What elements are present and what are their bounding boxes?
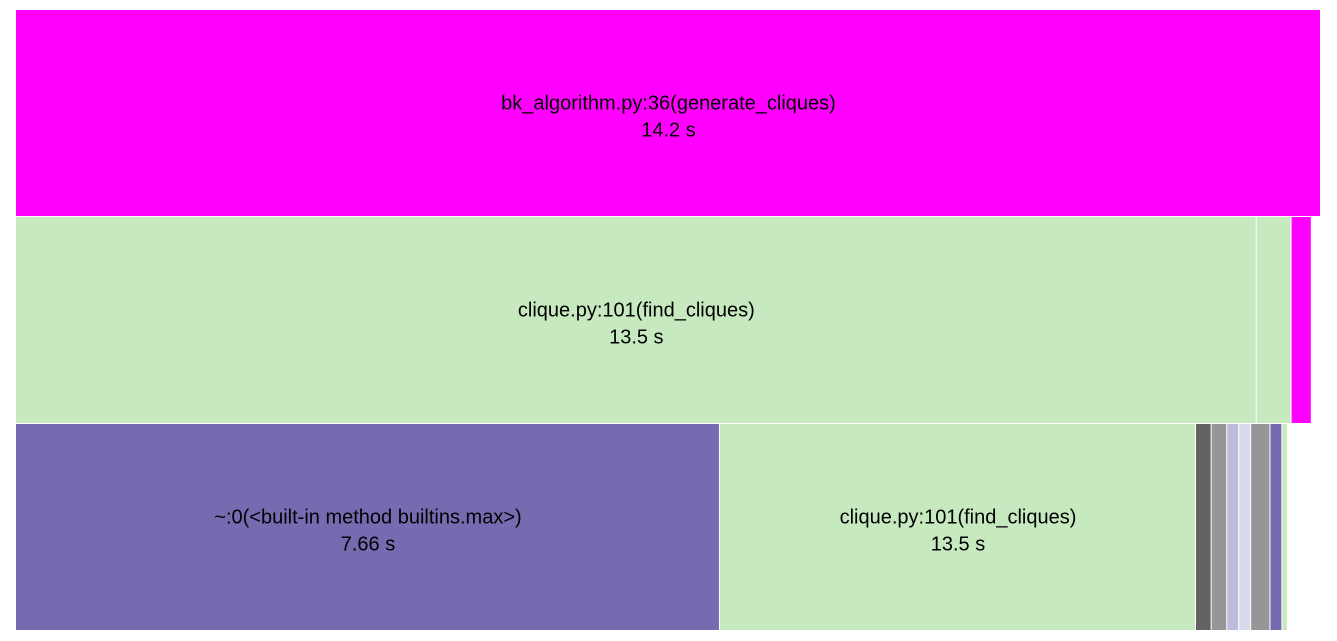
icicle-node[interactable]: clique.py:101(find_cliques) 13.5 s [719,424,1196,630]
node-label: clique.py:101(find_cliques) [518,300,755,322]
node-label: clique.py:101(find_cliques) [840,507,1077,529]
node-rect[interactable] [16,217,1256,423]
node-label: ~:0(<built-in method builtins.max>) [214,507,521,529]
icicle-node[interactable]: bk_algorithm.py:36(generate_cliques) 14.2… [16,10,1320,216]
icicle-node[interactable] [1211,424,1227,630]
node-label: bk_algorithm.py:36(generate_cliques) [501,93,836,115]
node-rect[interactable] [16,10,1320,216]
node-time: 14.2 s [641,120,695,142]
icicle-node[interactable] [1270,424,1282,630]
node-time: 13.5 s [609,327,663,349]
icicle-node[interactable] [1196,424,1211,630]
node-rect[interactable] [1251,424,1270,630]
node-time: 7.66 s [341,534,395,556]
node-rect[interactable] [1211,424,1227,630]
node-rect[interactable] [719,424,1196,630]
icicle-node[interactable] [1227,424,1239,630]
icicle-node[interactable] [1282,424,1287,630]
icicle-node[interactable]: ~:0(<built-in method builtins.max>) 7.66 … [16,424,719,630]
node-rect[interactable] [1239,424,1251,630]
icicle-node[interactable] [1251,424,1270,630]
node-rect[interactable] [1227,424,1239,630]
icicle-node[interactable] [1239,424,1251,630]
node-rect[interactable] [1256,217,1291,423]
node-rect[interactable] [16,424,719,630]
node-rect[interactable] [1196,424,1211,630]
node-time: 13.5 s [931,534,985,556]
icicle-node[interactable] [1256,217,1291,423]
icicle-node[interactable] [1291,217,1311,423]
node-rect[interactable] [1291,217,1311,423]
node-rect[interactable] [1282,424,1287,630]
icicle-node[interactable]: clique.py:101(find_cliques) 13.5 s [16,217,1256,423]
node-rect[interactable] [1270,424,1282,630]
